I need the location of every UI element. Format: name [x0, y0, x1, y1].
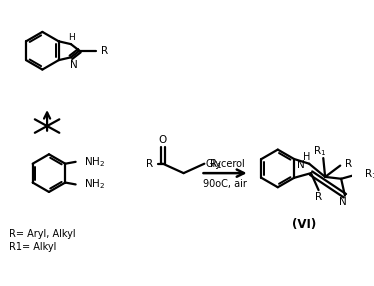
Text: N: N	[297, 160, 304, 170]
Text: R= Aryl, Alkyl: R= Aryl, Alkyl	[9, 229, 76, 239]
Text: H: H	[68, 33, 75, 42]
Text: O: O	[159, 135, 167, 145]
Text: R: R	[315, 192, 322, 202]
Text: N: N	[70, 60, 78, 70]
Text: (VI): (VI)	[292, 219, 316, 231]
Text: R1= Alkyl: R1= Alkyl	[9, 242, 57, 252]
Text: NH$_2$: NH$_2$	[84, 155, 105, 169]
Text: R$_1$: R$_1$	[209, 157, 222, 171]
Text: NH$_2$: NH$_2$	[84, 178, 105, 191]
Text: R: R	[101, 46, 108, 56]
Text: N: N	[339, 197, 347, 207]
Text: 90oC, air: 90oC, air	[203, 179, 247, 189]
Text: R$_1$: R$_1$	[313, 145, 326, 158]
Text: R: R	[345, 159, 352, 169]
Text: H: H	[303, 152, 310, 162]
Text: Glycerol: Glycerol	[205, 159, 245, 169]
Text: R: R	[146, 159, 153, 169]
Text: R$_1$: R$_1$	[364, 167, 374, 181]
